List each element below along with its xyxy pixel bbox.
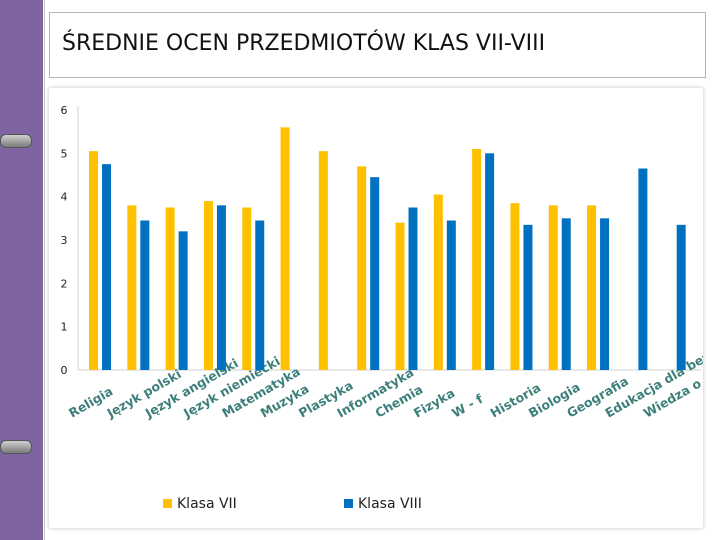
bar-klasa-vii xyxy=(89,151,98,370)
legend-label: Klasa VII xyxy=(177,496,237,512)
title-box: ŚREDNIE OCEN PRZEDMIOTÓW KLAS VII-VIII xyxy=(49,12,706,78)
bar-klasa-viii xyxy=(638,168,648,370)
bar-klasa-vii xyxy=(395,222,405,370)
bar-klasa-vii xyxy=(203,201,213,370)
binder-ring-bottom xyxy=(0,440,32,454)
bar-klasa-viii xyxy=(523,224,533,370)
bar-klasa-vii xyxy=(165,207,175,370)
legend-swatch xyxy=(163,499,172,508)
bar-klasa-viii xyxy=(140,220,150,370)
bar-klasa-vii xyxy=(127,205,137,370)
bar-klasa-viii xyxy=(408,207,418,370)
bar-klasa-viii xyxy=(255,220,265,370)
y-tick-label: 4 xyxy=(61,191,68,204)
bar-klasa-vii xyxy=(318,151,328,370)
binder-ring-top xyxy=(0,134,32,148)
bar-klasa-viii xyxy=(178,231,188,370)
bar-klasa-viii xyxy=(216,205,226,370)
legend-label: Klasa VIII xyxy=(358,496,422,512)
bar-klasa-vii xyxy=(548,205,558,370)
bar-klasa-vii xyxy=(587,205,597,370)
sidebar-strip xyxy=(0,0,43,540)
bar-klasa-vii xyxy=(510,203,520,370)
slide-title: ŚREDNIE OCEN PRZEDMIOTÓW KLAS VII-VIII xyxy=(62,31,546,56)
slide-border xyxy=(44,0,45,540)
bar-klasa-vii xyxy=(280,127,290,370)
chart-panel: 0 1 2 3 4 5 6 Religia Język polski Język angielsk… xyxy=(49,88,703,528)
y-tick-label: 3 xyxy=(61,234,68,247)
bar-klasa-vii xyxy=(472,149,482,370)
bar-klasa-vii xyxy=(433,194,443,370)
y-tick-label: 1 xyxy=(61,321,68,334)
bar-klasa-viii xyxy=(370,177,380,370)
bar-klasa-viii xyxy=(561,218,571,370)
legend-swatch xyxy=(344,499,353,508)
bar-klasa-viii xyxy=(600,218,610,370)
bar-klasa-viii xyxy=(446,220,456,370)
y-tick-label: 0 xyxy=(61,364,68,377)
bar-klasa-vii xyxy=(242,207,252,370)
bar-klasa-viii xyxy=(485,153,495,370)
bar-klasa-viii xyxy=(102,164,111,370)
y-tick-label: 5 xyxy=(61,147,68,160)
y-tick-label: 2 xyxy=(61,277,68,290)
bar-klasa-vii xyxy=(357,166,367,370)
y-tick-label: 6 xyxy=(61,104,68,117)
bar-klasa-viii xyxy=(676,224,686,370)
